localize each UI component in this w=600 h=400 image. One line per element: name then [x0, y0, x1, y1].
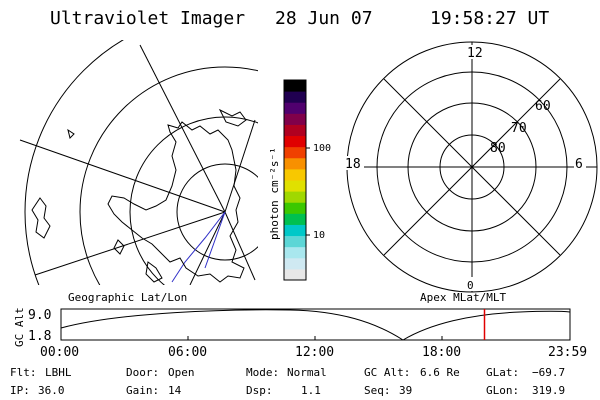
gain-value: 14 — [168, 384, 182, 397]
coastline-island — [31, 197, 51, 239]
x-tick-label: 18:00 — [422, 345, 461, 360]
colorbar-segment — [284, 235, 306, 248]
mode-label: Mode: — [246, 366, 279, 379]
colorbar-segment — [284, 257, 306, 270]
lat-label-60: 60 — [535, 99, 551, 114]
mlt-label-6: 6 — [575, 157, 583, 172]
colorbar-segment — [284, 124, 306, 137]
x-tick-label: 23:59 — [548, 345, 587, 360]
gain-label: Gain: — [126, 384, 159, 397]
mode-value: Normal — [287, 366, 327, 379]
glon-label: GLon: — [486, 384, 519, 397]
altitude-timeline: GC Alt 9.0 1.8 00:00 06:00 12:00 18:00 2… — [13, 307, 587, 360]
x-tick-label: 12:00 — [295, 345, 334, 360]
lon-line — [189, 211, 226, 285]
date-label: 28 Jun 07 — [275, 8, 373, 29]
glat-value: −69.7 — [532, 366, 565, 379]
colorbar-segment — [284, 202, 306, 214]
glat-label: GLat: — [486, 366, 519, 379]
colorbar-segment — [284, 180, 306, 192]
colorbar-unit-label: photon cm⁻²s⁻¹ — [268, 147, 281, 240]
lat-label-70: 70 — [511, 121, 527, 136]
ip-label: IP: — [10, 384, 30, 397]
lat-circle-80 — [439, 134, 505, 200]
lon-line — [19, 139, 226, 213]
glon-value: 319.9 — [532, 384, 565, 397]
lat-label-80: 80 — [490, 141, 506, 156]
lon-line — [224, 211, 256, 281]
status-panel: Flt: LBHL Door: Open Mode: Normal GC Alt… — [10, 366, 565, 397]
lat-circle-60 — [376, 71, 568, 263]
geographic-map-label: Geographic Lat/Lon — [68, 291, 187, 304]
instrument-title: Ultraviolet Imager — [50, 8, 245, 29]
colorbar-segment — [284, 135, 306, 148]
colorbar-tick-label: 10 — [313, 230, 325, 241]
mlt-line-diagonal — [383, 78, 561, 256]
colorbar-segment — [284, 213, 306, 225]
colorbar-segment — [284, 224, 306, 237]
coastline-island — [145, 261, 163, 283]
colorbar-segment — [284, 157, 306, 170]
x-tick-label: 00:00 — [40, 345, 79, 360]
colorbar-frame — [283, 79, 307, 281]
gc-alt-value: 6.6 Re — [420, 366, 460, 379]
colorbar-tick-label: 100 — [313, 143, 331, 154]
colorbar-segment — [284, 246, 306, 259]
mlt-label-12: 12 — [467, 46, 483, 61]
gc-alt-label: GC Alt: — [364, 366, 410, 379]
mlt-label-0: 0 — [467, 279, 474, 292]
coastline-island — [67, 128, 75, 139]
geographic-map — [19, 40, 258, 285]
polar-plot: 12 18 6 0 60 70 80 — [344, 41, 598, 293]
lon-line — [139, 44, 226, 213]
coastline-antarctica — [107, 121, 245, 283]
door-value: Open — [168, 366, 195, 379]
lat-circle-3 — [79, 66, 258, 285]
lat-circle-inner — [176, 163, 258, 261]
lat-circle-70 — [407, 102, 537, 232]
colorbar-segment — [284, 102, 306, 114]
colorbar-segment — [284, 168, 306, 181]
coastline-island — [113, 239, 125, 255]
colorbar-segment — [284, 268, 306, 281]
coastline-island — [218, 108, 247, 127]
y-tick-label: 1.8 — [28, 329, 51, 344]
lat-circle-4 — [24, 40, 125, 285]
filter-label: Flt: — [10, 366, 37, 379]
seq-value: 39 — [399, 384, 412, 397]
lon-line — [34, 211, 226, 276]
lon-line — [224, 119, 256, 213]
colorbar-segment — [284, 146, 306, 159]
colorbar-segment — [284, 80, 306, 92]
y-tick-label: 9.0 — [28, 308, 51, 323]
colorbar — [284, 80, 306, 281]
satellite-track — [204, 211, 226, 269]
x-tick-label: 06:00 — [168, 345, 207, 360]
timeline-axis-label: GC Alt — [13, 307, 26, 347]
door-label: Door: — [126, 366, 159, 379]
filter-value: LBHL — [45, 366, 72, 379]
satellite-track — [171, 211, 226, 283]
polar-plot-label: Apex MLat/MLT — [420, 291, 506, 304]
time-label: 19:58:27 UT — [430, 8, 549, 29]
ip-value: 36.0 — [38, 384, 65, 397]
colorbar-segment — [284, 91, 306, 103]
lat-circle-2 — [129, 116, 258, 285]
altitude-curve — [60, 309, 571, 341]
dsp-value: 1.1 — [301, 384, 321, 397]
mlt-label-18: 18 — [345, 157, 361, 172]
dsp-label: Dsp: — [246, 384, 273, 397]
colorbar-segment — [284, 191, 306, 203]
seq-label: Seq: — [364, 384, 391, 397]
colorbar-segment — [284, 113, 306, 125]
